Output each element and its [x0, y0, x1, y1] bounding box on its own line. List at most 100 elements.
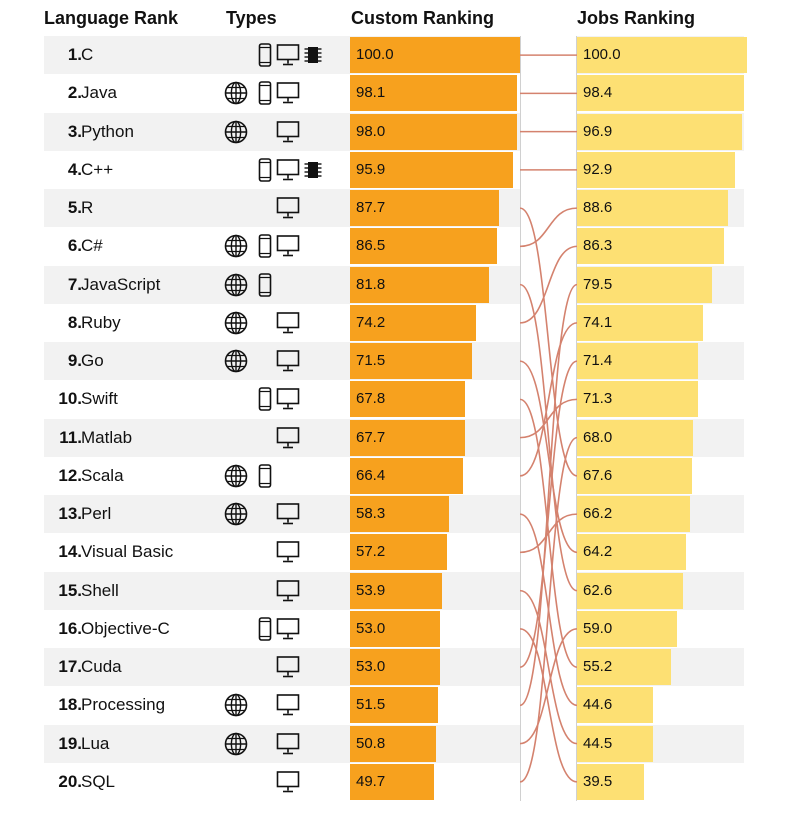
custom-ranking-value: 86.5 [356, 237, 386, 255]
rank-number: 6. [67, 236, 82, 256]
type-icons [224, 380, 334, 418]
type-icons [224, 610, 334, 648]
custom-ranking-value: 53.0 [356, 658, 386, 675]
custom-ranking-bar [350, 113, 517, 150]
custom-ranking-value: 53.0 [356, 619, 386, 637]
mobile-icon [258, 81, 272, 110]
custom-ranking-cell: 58.3 [350, 495, 520, 533]
custom-ranking-cell: 87.7 [350, 189, 520, 227]
jobs-ranking-cell: 88.6 [577, 189, 744, 227]
jobs-ranking-cell: 100.0 [577, 36, 747, 74]
rank-link-line [519, 513, 578, 554]
rank-link-line [519, 283, 578, 592]
web-icon [224, 349, 248, 378]
jobs-ranking-bar [577, 572, 684, 609]
header-types: Types [226, 8, 277, 28]
language-name: Ruby [81, 312, 121, 332]
desktop-icon [276, 234, 300, 263]
rank-link-line [519, 628, 578, 745]
web-icon [224, 464, 248, 493]
mobile-icon [258, 616, 272, 646]
ranking-row[interactable]: 12. Scala 66.4 67.6 [44, 457, 744, 495]
jobs-ranking-cell: 71.3 [577, 380, 744, 418]
language-name: R [81, 198, 94, 217]
custom-ranking-cell: 98.0 [350, 113, 520, 151]
ranking-row[interactable]: 15. Shell 53.9 62.6 [44, 571, 744, 610]
ranking-row[interactable]: 8. Ruby 74.2 74.1 [44, 304, 744, 342]
ranking-row[interactable]: 13. Perl 58.3 66.2 [44, 495, 744, 533]
ranking-row[interactable]: 3. Python 98.0 96.9 [44, 112, 744, 151]
embedded-icon [304, 158, 322, 187]
custom-ranking-cell: 51.5 [350, 686, 520, 724]
desktop-icon [276, 387, 300, 416]
jobs-ranking-cell: 71.4 [577, 342, 744, 380]
rank-number: 17. [58, 657, 82, 676]
jobs-ranking-value: 67.6 [583, 466, 613, 484]
jobs-ranking-bar [577, 381, 699, 418]
jobs-ranking-value: 88.6 [583, 199, 613, 216]
rank-link-line [519, 245, 578, 324]
custom-ranking-bar [350, 190, 500, 226]
jobs-ranking-cell: 44.5 [577, 725, 744, 763]
desktop-icon [276, 196, 300, 225]
jobs-ranking-value: 86.3 [583, 237, 613, 255]
rank-number: 2. [67, 83, 82, 103]
jobs-ranking-value: 66.2 [583, 505, 613, 522]
jobs-ranking-cell: 92.9 [577, 151, 744, 189]
desktop-icon [276, 579, 300, 608]
custom-ranking-value: 98.0 [356, 122, 386, 140]
custom-ranking-value: 57.2 [356, 543, 386, 561]
web-icon [224, 502, 248, 531]
ranking-row[interactable]: 5. R 87.7 88.6 [44, 189, 744, 227]
ranking-row[interactable]: 7. JavaScript 81.8 79.5 [44, 265, 744, 304]
rank-link-line [519, 436, 578, 783]
custom-ranking-cell: 74.2 [350, 304, 520, 342]
jobs-ranking-bar [577, 228, 724, 265]
ranking-row[interactable]: 18. Processing 51.5 44.6 [44, 686, 744, 724]
type-icons [224, 686, 334, 724]
jobs-ranking-bar [577, 151, 735, 188]
ranking-row[interactable]: 20. SQL 49.7 39.5 [44, 763, 744, 801]
type-icons [224, 189, 334, 227]
custom-ranking-cell: 67.7 [350, 419, 520, 457]
type-icons [224, 533, 334, 571]
jobs-ranking-value: 59.0 [583, 619, 613, 637]
jobs-ranking-value: 62.6 [583, 581, 613, 599]
language-name: SQL [81, 771, 116, 791]
ranking-row[interactable]: 6. C# 86.5 86.3 [44, 227, 744, 265]
header-custom-ranking[interactable]: Custom Ranking [351, 8, 495, 28]
ranking-row[interactable]: 2. Java 98.1 98.4 [44, 74, 745, 112]
custom-ranking-bar [350, 687, 438, 724]
jobs-ranking-cell: 44.6 [577, 686, 744, 724]
ranking-row[interactable]: 11. Matlab 67.7 68.0 [44, 418, 744, 457]
language-name: Objective-C [81, 618, 170, 638]
custom-ranking-value: 49.7 [356, 772, 386, 790]
ranking-row[interactable]: 19. Lua 50.8 44.5 [44, 724, 744, 763]
rank-link-line [519, 360, 578, 554]
custom-ranking-value: 87.7 [356, 199, 386, 216]
language-name: Visual Basic [81, 542, 174, 562]
jobs-ranking-bar [577, 304, 703, 341]
jobs-ranking-bar [577, 687, 653, 724]
type-icons [224, 304, 334, 342]
ranking-row[interactable]: 10. Swift 67.8 71.3 [44, 380, 744, 418]
language-name: Matlab [81, 427, 133, 447]
ranking-row[interactable]: 1. C 100.0 100.0 [44, 36, 747, 74]
rank-number: 3. [67, 121, 82, 141]
jobs-ranking-cell: 74.1 [577, 304, 744, 342]
ranking-row[interactable]: 17. Cuda 53.0 55.2 [44, 648, 744, 686]
jobs-ranking-value: 71.3 [583, 390, 613, 408]
jobs-ranking-value: 71.4 [583, 352, 613, 369]
web-icon [224, 732, 248, 761]
jobs-ranking-bar [577, 534, 687, 571]
desktop-icon [276, 426, 300, 455]
ranking-row[interactable]: 4. C++ 95.9 92.9 [44, 151, 744, 189]
rank-number: 12. [58, 465, 82, 485]
custom-ranking-bar [350, 228, 498, 265]
rank-number: 13. [58, 504, 82, 523]
mobile-icon [258, 272, 272, 302]
ranking-row[interactable]: 9. Go 71.5 71.4 [44, 342, 744, 380]
ranking-row[interactable]: 16. Objective-C 53.0 59.0 [44, 610, 744, 648]
ranking-row[interactable]: 14. Visual Basic 57.2 64.2 [44, 533, 744, 571]
header-jobs-ranking[interactable]: Jobs Ranking [577, 8, 696, 28]
